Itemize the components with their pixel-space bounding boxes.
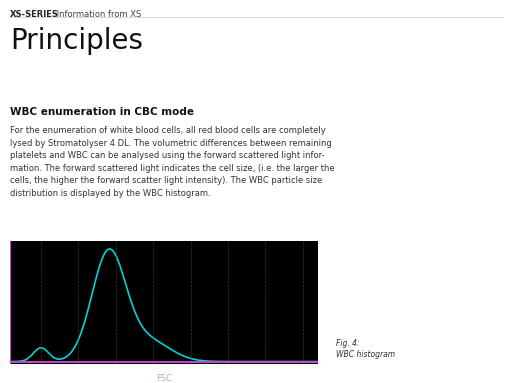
Text: Principles: Principles [10,27,143,55]
Text: FSC: FSC [156,374,172,383]
Text: WBC enumeration in CBC mode: WBC enumeration in CBC mode [10,107,194,117]
Text: Fig. 4:: Fig. 4: [336,339,360,348]
Text: For the enumeration of white blood cells, all red blood cells are completely
lys: For the enumeration of white blood cells… [10,126,335,198]
Text: Information from XS: Information from XS [54,10,141,18]
Text: XS-SERIES: XS-SERIES [10,10,59,18]
Text: WBC histogram: WBC histogram [336,350,395,359]
